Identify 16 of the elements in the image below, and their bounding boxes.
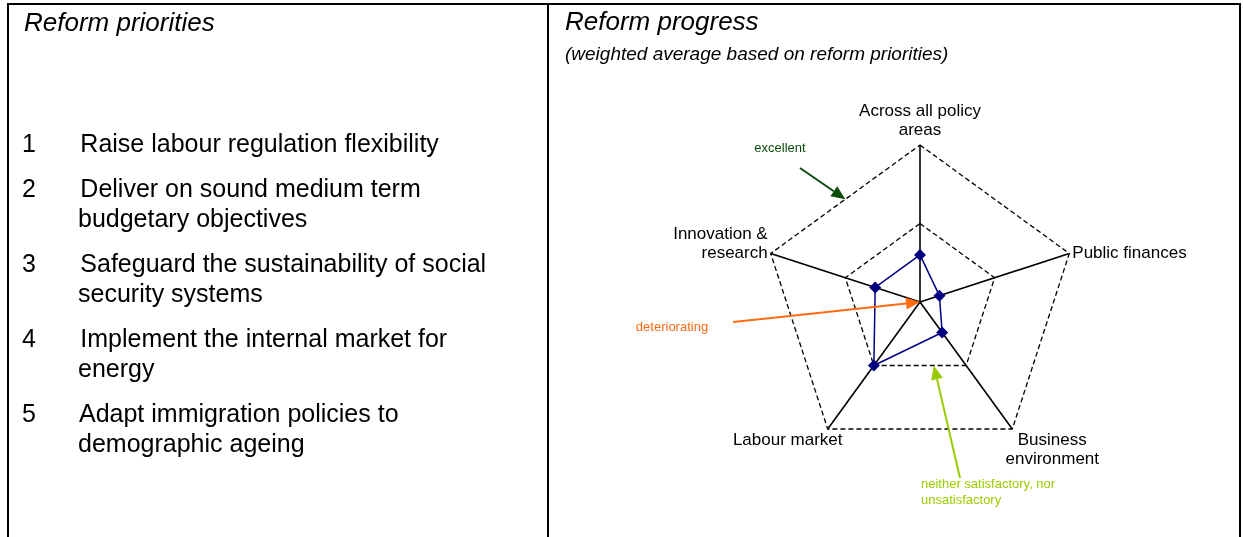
spoke-label: Innovation & research (673, 223, 769, 262)
text: 1 Raise labour regulation flexibility (22, 129, 440, 157)
text: deteriorating (635, 319, 709, 334)
spoke-label: Business environment (1005, 430, 1100, 469)
spoke-label: Public finances (1072, 243, 1187, 263)
text: neither satisfactory, nor unsatisfactory (921, 476, 1056, 507)
chart-title: Reform progress (565, 6, 759, 36)
text: Reform priorities (24, 7, 215, 37)
spoke-label: Across all policy areas (859, 101, 982, 139)
text: 5 Adapt immigration policies to demographic ageing (22, 399, 399, 457)
text: 2 Deliver on sound medium term budgetary objectives (22, 174, 421, 232)
text: 3 Safeguard the sustainability of social security systems (22, 249, 487, 307)
spoke-label: Labour market (732, 430, 843, 450)
text: 4 Implement the internal market for energy (22, 324, 448, 382)
chart-subtitle: (weighted average based on reform priorities) (565, 43, 949, 64)
text: excellent (754, 140, 807, 155)
